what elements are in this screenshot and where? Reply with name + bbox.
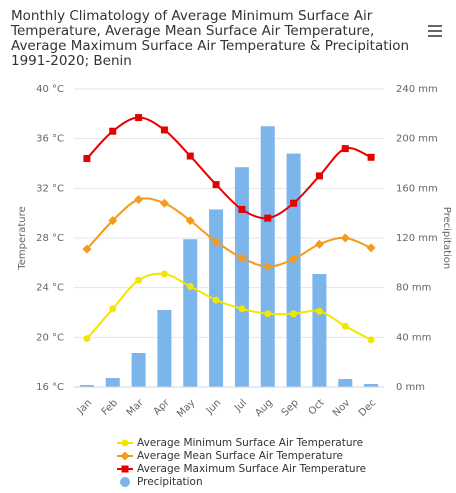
x-tick-label: Jun: [204, 397, 224, 417]
legend-label: Average Maximum Surface Air Temperature: [137, 463, 366, 475]
x-tick-label: Feb: [100, 397, 120, 417]
marker: [367, 153, 375, 161]
bar: [105, 378, 120, 387]
bar: [131, 352, 146, 387]
legend-marker: [121, 439, 129, 447]
marker: [186, 152, 194, 160]
marker: [314, 239, 324, 249]
y-tick-label: 20 °C: [36, 332, 64, 343]
x-tick-label: Oct: [307, 397, 327, 417]
x-tick-label: Mar: [125, 397, 147, 419]
legend-label: Average Minimum Surface Air Temperature: [137, 437, 363, 449]
bar: [260, 126, 275, 387]
x-tick-label: Aug: [253, 397, 275, 419]
marker: [135, 114, 143, 122]
line: [86, 116, 372, 220]
x-tick-label: Jan: [75, 397, 94, 416]
bar: [338, 379, 353, 387]
marker: [212, 296, 220, 304]
marker: [135, 276, 143, 284]
bar: [183, 239, 198, 387]
y2-axis-title: Precipitation: [441, 207, 452, 270]
marker: [315, 307, 323, 315]
marker: [289, 254, 299, 264]
marker: [367, 336, 375, 344]
marker: [341, 145, 349, 153]
legend-label: Precipitation: [137, 476, 203, 488]
x-tick-label: Apr: [152, 397, 173, 418]
legend-marker: [120, 477, 130, 487]
marker: [83, 155, 91, 163]
y2-tick-label: 120 mm: [396, 233, 438, 244]
line: [86, 272, 372, 341]
y2-tick-label: 160 mm: [396, 183, 438, 194]
x-tick-label: Dec: [357, 397, 378, 418]
marker: [83, 335, 91, 343]
x-tick-label: May: [175, 397, 197, 419]
y-tick-label: 32 °C: [36, 183, 64, 194]
marker: [160, 270, 168, 278]
marker: [238, 305, 246, 313]
legend-marker: [121, 465, 129, 473]
x-tick-label: Nov: [331, 397, 353, 419]
marker: [186, 282, 194, 290]
marker: [263, 262, 273, 272]
bar: [79, 385, 94, 387]
y2-tick-label: 80 mm: [396, 283, 431, 294]
menu-icon[interactable]: [428, 25, 442, 37]
y-axis-title: Temperature: [17, 206, 28, 270]
marker: [237, 253, 247, 263]
marker: [340, 233, 350, 243]
y2-tick-label: 0 mm: [396, 382, 425, 393]
bar: [364, 384, 379, 387]
y2-tick-label: 240 mm: [396, 84, 438, 95]
marker: [290, 199, 298, 207]
legend-label: Average Mean Surface Air Temperature: [137, 450, 343, 462]
marker: [185, 216, 195, 226]
marker: [159, 198, 169, 208]
y-tick-label: 40 °C: [36, 84, 64, 95]
bar: [157, 310, 172, 387]
marker: [290, 310, 298, 318]
y-tick-label: 28 °C: [36, 233, 64, 244]
marker: [366, 243, 376, 253]
marker: [109, 127, 117, 135]
marker: [264, 310, 272, 318]
y-tick-label: 24 °C: [36, 283, 64, 294]
marker: [238, 205, 246, 213]
y2-tick-label: 40 mm: [396, 332, 431, 343]
marker: [109, 305, 117, 313]
legend-marker: [120, 451, 130, 461]
x-tick-label: Sep: [280, 397, 301, 418]
marker: [82, 244, 92, 254]
y-tick-label: 16 °C: [36, 382, 64, 393]
marker: [341, 322, 349, 330]
bar: [312, 274, 327, 387]
marker: [211, 237, 221, 247]
bar: [286, 153, 301, 387]
marker: [212, 181, 220, 189]
line: [86, 197, 372, 268]
marker: [315, 172, 323, 180]
bar: [234, 167, 249, 387]
marker: [108, 216, 118, 226]
chart-title: Monthly Climatology of Average Minimum S…: [11, 8, 410, 69]
y-tick-label: 36 °C: [36, 134, 64, 145]
marker: [160, 126, 168, 134]
marker: [264, 214, 272, 222]
marker: [134, 195, 144, 205]
x-tick-label: Jul: [232, 397, 249, 414]
y2-tick-label: 200 mm: [396, 134, 438, 145]
